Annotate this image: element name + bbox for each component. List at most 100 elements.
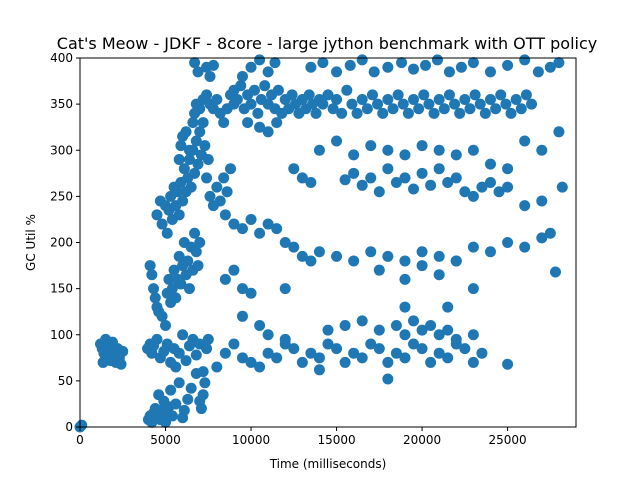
data-point bbox=[536, 195, 548, 207]
data-point bbox=[392, 89, 404, 101]
data-point bbox=[459, 186, 471, 198]
data-point bbox=[416, 343, 428, 355]
y-axis-label: GC Util % bbox=[24, 214, 38, 271]
data-point bbox=[201, 89, 213, 101]
data-point bbox=[339, 320, 351, 332]
data-point bbox=[219, 209, 231, 221]
data-point bbox=[236, 352, 248, 364]
data-point bbox=[192, 66, 204, 78]
data-point bbox=[366, 89, 378, 101]
data-point bbox=[189, 227, 201, 239]
data-point bbox=[146, 269, 158, 281]
data-point bbox=[173, 377, 185, 389]
data-point bbox=[544, 227, 556, 239]
data-point bbox=[356, 54, 368, 66]
data-point bbox=[288, 163, 300, 175]
data-point bbox=[194, 103, 206, 115]
data-point bbox=[474, 98, 486, 110]
data-point bbox=[450, 149, 462, 161]
data-point bbox=[361, 103, 373, 115]
data-point bbox=[425, 179, 437, 191]
y-tick-label: 300 bbox=[50, 143, 73, 157]
data-point bbox=[484, 158, 496, 170]
data-point bbox=[236, 283, 248, 295]
data-point bbox=[450, 255, 462, 267]
data-point bbox=[390, 320, 402, 332]
data-point bbox=[331, 135, 343, 147]
data-point bbox=[443, 89, 455, 101]
y-axis: 0 50 100 150 200 250 300 350 400 bbox=[50, 51, 80, 434]
data-point bbox=[331, 66, 343, 78]
data-point bbox=[305, 177, 317, 189]
data-point bbox=[296, 172, 308, 184]
data-point bbox=[433, 347, 445, 359]
data-point bbox=[199, 377, 211, 389]
data-point bbox=[467, 356, 479, 368]
data-point bbox=[180, 355, 192, 367]
data-point bbox=[165, 384, 177, 396]
data-point bbox=[459, 94, 471, 106]
data-point bbox=[245, 356, 257, 368]
data-point bbox=[553, 126, 565, 138]
data-point bbox=[317, 98, 329, 110]
data-point bbox=[365, 246, 377, 258]
data-point bbox=[327, 103, 339, 115]
data-point bbox=[519, 54, 531, 66]
data-point bbox=[248, 84, 260, 96]
data-point bbox=[399, 329, 411, 341]
data-point bbox=[556, 181, 568, 193]
data-point bbox=[254, 361, 266, 373]
data-point bbox=[484, 246, 496, 258]
data-point bbox=[236, 70, 248, 82]
data-point bbox=[178, 163, 190, 175]
data-point bbox=[390, 347, 402, 359]
data-point bbox=[185, 181, 197, 193]
x-tick-label: 25000 bbox=[488, 433, 526, 447]
data-point bbox=[373, 324, 385, 336]
data-point bbox=[399, 172, 411, 184]
data-point bbox=[459, 343, 471, 355]
data-point bbox=[382, 373, 394, 385]
data-point bbox=[416, 324, 428, 336]
data-point bbox=[408, 63, 420, 75]
data-point bbox=[271, 352, 283, 364]
data-point bbox=[182, 255, 194, 267]
data-point bbox=[484, 94, 496, 106]
data-point bbox=[254, 121, 266, 133]
data-point bbox=[245, 213, 257, 225]
data-point bbox=[416, 246, 428, 258]
data-point bbox=[214, 195, 226, 207]
y-tick-label: 100 bbox=[50, 328, 73, 342]
data-point bbox=[356, 315, 368, 327]
data-point bbox=[526, 98, 538, 110]
data-point bbox=[199, 140, 211, 152]
data-point bbox=[396, 57, 408, 69]
x-tick-label: 5000 bbox=[150, 433, 181, 447]
data-point bbox=[175, 140, 187, 152]
data-point bbox=[519, 200, 531, 212]
data-point bbox=[305, 255, 317, 267]
data-point bbox=[549, 266, 561, 278]
data-point bbox=[313, 364, 325, 376]
x-tick-label: 20000 bbox=[403, 433, 441, 447]
data-point bbox=[76, 419, 88, 431]
data-point bbox=[433, 94, 445, 106]
data-point bbox=[211, 94, 223, 106]
data-point bbox=[160, 416, 172, 428]
x-tick-label: 0 bbox=[76, 433, 84, 447]
data-point bbox=[151, 209, 163, 221]
data-point bbox=[344, 59, 356, 71]
data-point bbox=[211, 181, 223, 193]
data-point bbox=[236, 310, 248, 322]
data-point bbox=[254, 54, 266, 66]
data-point bbox=[399, 352, 411, 364]
data-point bbox=[305, 347, 317, 359]
data-point bbox=[195, 403, 207, 415]
data-point bbox=[245, 98, 257, 110]
data-point bbox=[433, 250, 445, 262]
data-point bbox=[201, 172, 213, 184]
data-point bbox=[442, 301, 454, 313]
data-point bbox=[180, 126, 192, 138]
data-point bbox=[171, 186, 183, 198]
data-point bbox=[331, 94, 343, 106]
